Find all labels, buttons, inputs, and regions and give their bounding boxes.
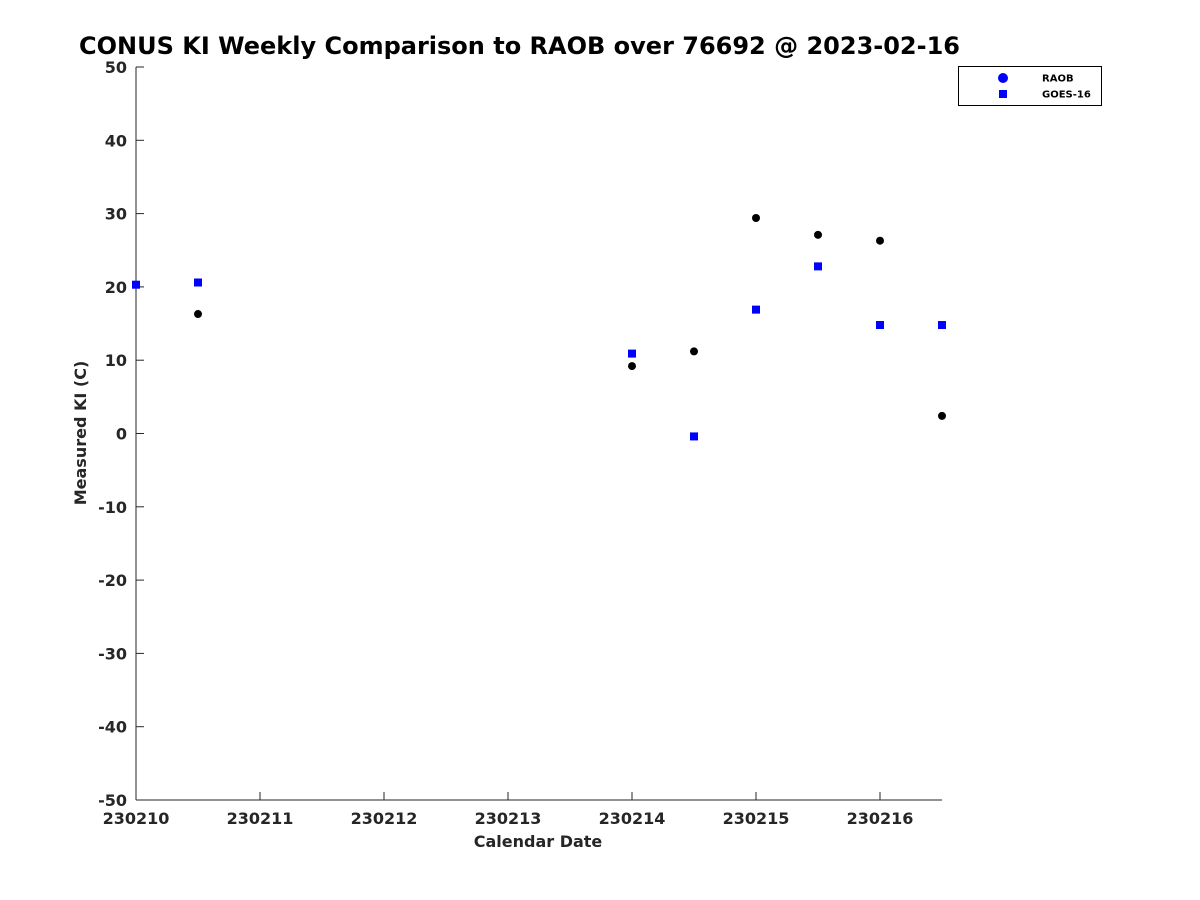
y-tick-label: -10: [98, 498, 127, 517]
x-tick-label: 230216: [847, 809, 914, 828]
y-tick-label: 0: [116, 425, 127, 444]
y-tick-label: 40: [105, 131, 127, 150]
y-tick-label: 30: [105, 205, 127, 224]
x-tick-label: 230212: [351, 809, 418, 828]
legend-label-goes-16: GOES-16: [1042, 90, 1091, 101]
x-tick-label: 230211: [227, 809, 294, 828]
goes-16-point: [628, 349, 636, 358]
x-tick-label: 230214: [599, 809, 666, 828]
goes-16-point: [132, 280, 140, 289]
raob-point: [690, 347, 698, 356]
raob-point: [628, 362, 636, 371]
goes-16-point: [194, 278, 202, 287]
raob-point: [814, 230, 822, 239]
goes-16-point: [876, 321, 884, 330]
raob-point: [938, 411, 946, 420]
legend: RAOB GOES-16: [958, 66, 1102, 106]
raob-point: [194, 310, 202, 319]
raob-point: [752, 213, 760, 222]
y-tick-label: -20: [98, 571, 127, 590]
y-tick-label: -30: [98, 644, 127, 663]
plot-axes: -50 -40 -30 -20 -10 0 10 20 30 40 50 230210 230211 23…: [98, 58, 942, 828]
x-tick-label: 230210: [103, 809, 170, 828]
goes-16-point: [752, 305, 760, 314]
x-axis-label: Calendar Date: [474, 832, 603, 851]
y-axis-label: Measured KI (C): [71, 361, 90, 506]
raob-point: [876, 236, 884, 245]
y-tick-label: -50: [98, 791, 127, 810]
legend-box: [958, 66, 1102, 106]
goes-16-point: [690, 432, 698, 441]
legend-marker-raob: [998, 73, 1008, 83]
x-tick-label: 230213: [475, 809, 542, 828]
y-tick-label: 10: [105, 351, 127, 370]
chart-title: CONUS KI Weekly Comparison to RAOB over …: [79, 32, 960, 60]
x-tick-label: 230215: [723, 809, 790, 828]
legend-marker-goes-16: [999, 90, 1007, 98]
legend-label-raob: RAOB: [1042, 74, 1074, 85]
y-tick-label: 20: [105, 278, 127, 297]
y-tick-label: 50: [105, 58, 127, 77]
goes-16-point: [814, 262, 822, 271]
goes-16-point: [938, 321, 946, 330]
data-points: [132, 213, 946, 441]
y-tick-label: -40: [98, 718, 127, 737]
